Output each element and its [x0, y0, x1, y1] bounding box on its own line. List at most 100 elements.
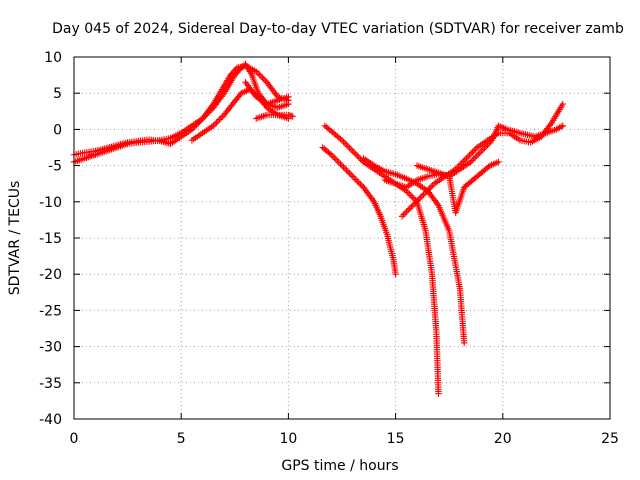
data-point — [417, 194, 424, 201]
data-point — [452, 166, 459, 173]
data-point — [461, 339, 468, 347]
data-point — [344, 143, 352, 150]
data-point — [460, 158, 467, 165]
x-tick-label: 20 — [494, 431, 512, 447]
data-point — [401, 209, 409, 217]
data-point — [420, 191, 427, 198]
x-tick-label: 0 — [70, 431, 79, 447]
x-axis-ticks: 0 5 10 15 20 25 — [70, 57, 619, 447]
data-point — [423, 188, 430, 195]
data-point — [351, 149, 358, 156]
data-point — [429, 182, 436, 189]
y-tick-label: -5 — [48, 159, 62, 175]
data-point — [331, 154, 338, 162]
data-point — [398, 213, 406, 220]
data-point — [338, 137, 346, 144]
data-point — [457, 161, 464, 168]
y-tick-label: 5 — [53, 86, 62, 102]
data-point — [461, 156, 469, 164]
data-point — [219, 113, 226, 120]
series-track-5 — [242, 79, 292, 108]
x-axis-label: GPS time / hours — [281, 458, 398, 474]
data-point — [495, 158, 502, 166]
data-point — [473, 152, 480, 159]
x-tick-label: 10 — [279, 431, 297, 447]
data-point — [355, 179, 363, 186]
data-point — [335, 159, 343, 166]
series-track-11 — [413, 158, 502, 216]
data-point — [257, 72, 265, 80]
data-point — [408, 203, 415, 211]
data-point — [404, 206, 412, 214]
data-point — [197, 116, 205, 124]
data-point — [349, 173, 356, 180]
data-point — [418, 192, 426, 200]
y-axis-label: SDTVAR / TECUs — [7, 181, 23, 296]
series-track-2 — [70, 62, 292, 158]
data-point — [472, 145, 479, 153]
data-point — [213, 119, 220, 126]
data-point — [559, 100, 567, 108]
y-tick-label: -30 — [39, 340, 62, 356]
data-point — [414, 197, 421, 204]
data-point — [346, 170, 353, 177]
series-track-7 — [321, 122, 442, 397]
data-point — [469, 148, 476, 156]
data-point — [478, 147, 485, 155]
series-track-10 — [398, 100, 567, 220]
data-point — [188, 126, 196, 133]
data-point — [409, 193, 416, 201]
data-point — [421, 189, 429, 197]
data-point — [191, 123, 199, 130]
data-point — [470, 147, 478, 154]
data-point — [426, 185, 433, 192]
x-tick-label: 15 — [387, 431, 405, 447]
data-point — [326, 150, 334, 157]
data-point — [470, 155, 477, 163]
chart-title: Day 045 of 2024, Sidereal Day-to-day VTE… — [52, 21, 624, 37]
data-point — [411, 200, 418, 208]
data-point — [352, 176, 359, 183]
data-point — [352, 151, 359, 158]
series-track-4 — [253, 111, 296, 122]
y-tick-label: -25 — [39, 303, 62, 319]
data-point — [453, 164, 461, 171]
data-point — [455, 162, 462, 170]
data-point — [354, 152, 361, 159]
data-point — [404, 189, 412, 196]
y-tick-label: 10 — [44, 50, 62, 66]
data-point — [409, 202, 416, 209]
data-point — [347, 146, 355, 153]
data-point — [424, 186, 432, 194]
data-point — [467, 158, 474, 166]
data-point — [337, 135, 344, 143]
data-point — [412, 199, 420, 206]
series-track-6 — [319, 144, 399, 278]
data-point — [415, 196, 423, 203]
data-point — [256, 71, 263, 78]
data-point — [472, 154, 479, 161]
data-point — [403, 208, 410, 215]
y-tick-label: -35 — [39, 376, 62, 392]
data-point — [344, 168, 352, 176]
data-point — [400, 211, 407, 218]
data-point — [341, 140, 349, 147]
data-point — [214, 117, 222, 125]
data-point — [475, 151, 482, 158]
data-point — [253, 68, 260, 75]
y-tick-label: -10 — [39, 195, 62, 211]
data-point — [340, 138, 347, 146]
data-point — [358, 182, 366, 189]
data-point — [468, 157, 476, 164]
data-point — [406, 205, 413, 212]
data-point — [464, 153, 472, 161]
data-point — [190, 124, 197, 132]
data-point — [341, 165, 349, 172]
data-point — [347, 171, 355, 179]
data-point — [210, 122, 217, 129]
data-point — [343, 141, 350, 149]
data-point — [334, 157, 341, 165]
data-point — [392, 271, 399, 278]
data-point — [254, 69, 261, 77]
